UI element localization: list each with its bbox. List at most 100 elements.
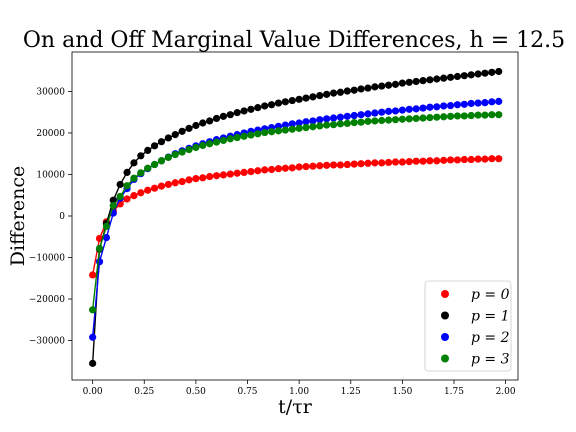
legend-marker bbox=[441, 312, 449, 320]
data-point bbox=[406, 79, 413, 86]
data-point bbox=[268, 101, 275, 108]
data-point bbox=[323, 115, 330, 122]
y-tick-label: −10000 bbox=[29, 254, 65, 264]
x-tick-label: 2.00 bbox=[496, 387, 516, 397]
data-point bbox=[89, 271, 96, 278]
data-point bbox=[213, 172, 220, 179]
data-point bbox=[268, 166, 275, 173]
data-point bbox=[130, 175, 137, 182]
data-point bbox=[461, 101, 468, 108]
data-point bbox=[468, 71, 475, 78]
data-point bbox=[289, 164, 296, 171]
data-point bbox=[261, 166, 268, 173]
data-point bbox=[330, 90, 337, 97]
x-tick-label: 0.25 bbox=[134, 387, 154, 397]
data-point bbox=[378, 159, 385, 166]
data-point bbox=[344, 113, 351, 120]
data-point bbox=[454, 73, 461, 80]
data-point bbox=[378, 117, 385, 124]
data-point bbox=[275, 165, 282, 172]
data-point bbox=[123, 195, 130, 202]
data-point bbox=[474, 156, 481, 163]
data-point bbox=[481, 70, 488, 77]
data-point bbox=[275, 99, 282, 106]
legend-label: p = 0 bbox=[471, 287, 510, 303]
data-point bbox=[185, 176, 192, 183]
data-point bbox=[261, 102, 268, 109]
data-point bbox=[179, 148, 186, 155]
data-point bbox=[419, 104, 426, 111]
data-point bbox=[206, 140, 213, 147]
data-point bbox=[220, 171, 227, 178]
data-point bbox=[364, 85, 371, 92]
legend-label: p = 1 bbox=[471, 309, 510, 325]
data-point bbox=[357, 85, 364, 92]
data-point bbox=[261, 129, 268, 136]
data-point bbox=[378, 109, 385, 116]
data-point bbox=[165, 181, 172, 188]
data-point bbox=[351, 87, 358, 94]
data-point bbox=[419, 158, 426, 165]
data-point bbox=[433, 114, 440, 121]
data-point bbox=[371, 117, 378, 124]
y-tick-label: 30000 bbox=[36, 87, 65, 97]
data-point bbox=[158, 157, 165, 164]
data-point bbox=[130, 159, 137, 166]
data-point bbox=[323, 162, 330, 169]
data-point bbox=[364, 160, 371, 167]
data-point bbox=[227, 170, 234, 177]
data-point bbox=[247, 131, 254, 138]
data-point bbox=[433, 157, 440, 164]
data-point bbox=[282, 98, 289, 105]
data-point bbox=[192, 144, 199, 151]
y-tick-label: −20000 bbox=[29, 295, 65, 305]
data-point bbox=[419, 114, 426, 121]
data-point bbox=[488, 69, 495, 76]
data-point bbox=[474, 70, 481, 77]
data-point bbox=[172, 131, 179, 138]
data-point bbox=[461, 156, 468, 163]
data-point bbox=[289, 126, 296, 133]
data-point bbox=[123, 169, 130, 176]
data-point bbox=[185, 125, 192, 132]
data-point bbox=[385, 82, 392, 89]
data-point bbox=[206, 117, 213, 124]
series-line bbox=[93, 159, 499, 275]
data-point bbox=[330, 161, 337, 168]
data-point bbox=[447, 113, 454, 120]
data-point bbox=[316, 162, 323, 169]
data-point bbox=[309, 163, 316, 170]
data-point bbox=[392, 81, 399, 88]
data-point bbox=[213, 115, 220, 122]
data-point bbox=[89, 360, 96, 367]
data-point bbox=[385, 108, 392, 115]
data-point bbox=[254, 130, 261, 137]
y-tick-label: 10000 bbox=[36, 170, 65, 180]
data-point bbox=[96, 245, 103, 252]
x-axis-label: t/τr bbox=[278, 396, 313, 418]
data-point bbox=[158, 138, 165, 145]
data-point bbox=[495, 111, 502, 118]
data-point bbox=[309, 123, 316, 130]
data-point bbox=[192, 175, 199, 182]
data-point bbox=[268, 128, 275, 135]
data-point bbox=[440, 157, 447, 164]
data-point bbox=[172, 151, 179, 158]
data-point bbox=[364, 110, 371, 117]
legend: p = 0p = 1p = 2p = 3 bbox=[425, 281, 511, 371]
data-point bbox=[234, 170, 241, 177]
data-point bbox=[399, 116, 406, 123]
data-point bbox=[123, 182, 130, 189]
y-tick-label: −30000 bbox=[29, 337, 65, 347]
data-point bbox=[302, 94, 309, 101]
data-point bbox=[220, 113, 227, 120]
data-point bbox=[351, 119, 358, 126]
data-point bbox=[406, 158, 413, 165]
data-point bbox=[254, 167, 261, 174]
data-point bbox=[426, 104, 433, 111]
legend-label: p = 2 bbox=[471, 330, 510, 346]
data-point bbox=[296, 163, 303, 170]
data-point bbox=[371, 159, 378, 166]
data-point bbox=[199, 142, 206, 149]
data-point bbox=[371, 109, 378, 116]
